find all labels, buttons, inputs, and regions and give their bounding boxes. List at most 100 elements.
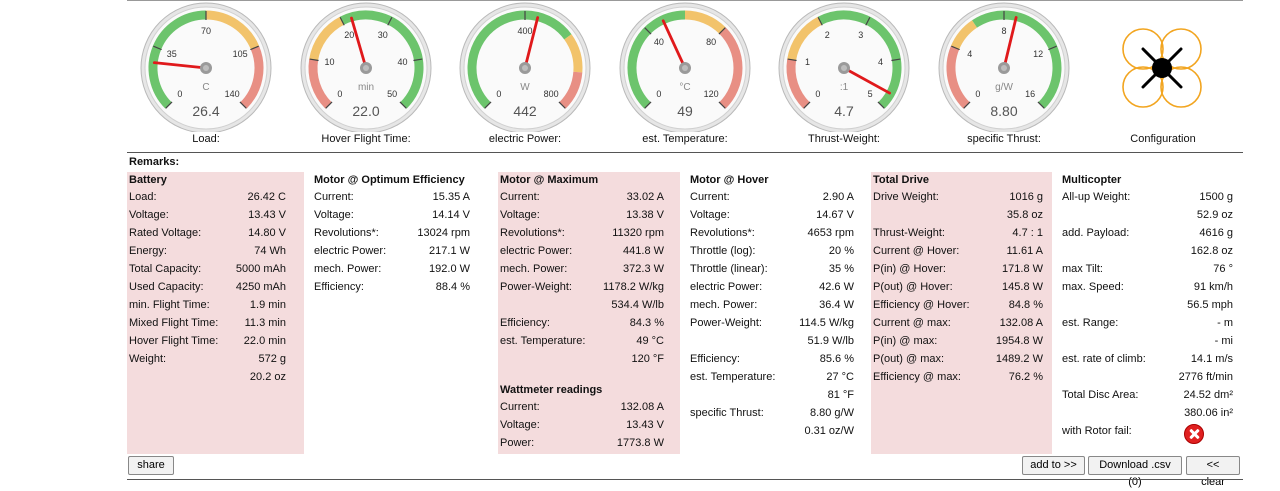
table-row: 0.31 oz/W [688,422,864,440]
share-button[interactable]: share [128,456,174,475]
gauge-dial: 0 35 70 105 140 C 26.4 [140,2,272,132]
gauge-band [950,20,978,50]
download-csv-button[interactable]: Download .csv (0) [1088,456,1182,488]
gauge-band [564,34,583,73]
gauge-tick-label: 0 [815,89,820,99]
table-row: electric Power: 217.1 W [312,242,490,260]
row-value: 1500 g [1199,191,1233,203]
gauge-value: 26.4 [192,103,219,119]
table-row: est. Temperature: 27 °C [688,368,864,386]
motor-optimum-panel: Motor @ Optimum Efficiency Current: 15.35… [312,172,490,454]
table-row: electric Power: 441.8 W [498,242,680,260]
table-row: Efficiency @ max: 76.2 % [871,368,1052,386]
gauge: 0 400 800 W 442 electric Power: [455,0,595,148]
row-value: 33.02 A [626,191,664,203]
row-value: 1954.8 W [995,335,1043,347]
table-row: Revolutions*: 11320 rpm [498,224,680,242]
row-value: 4250 mAh [235,281,286,293]
gauge-tick-label: 70 [201,26,211,36]
row-label: P(out) @ max: [873,353,945,365]
row-value: 114.5 W/kg [799,317,854,329]
row-value: 22.0 min [243,335,286,347]
gauge: 0 4 8 12 16 g/W 8.80 specific Thrust: [934,0,1074,148]
table-row: P(in) @ Hover: 171.8 W [871,260,1052,278]
add-to-button[interactable]: add to >> [1022,456,1085,475]
table-row: Efficiency: 85.6 % [688,350,864,368]
gauge-label: electric Power: [488,133,562,145]
row-label: Voltage: [500,419,540,431]
row-label: Efficiency @ max: [873,371,961,383]
row-value: 11.3 min [244,317,286,329]
gauge-value: 8.80 [990,103,1017,119]
row-value: 2776 ft/min [1178,371,1233,383]
gauge-band [205,10,260,50]
gauge-label: est. Temperature: [642,133,728,145]
row-value: 8.80 g/W [809,407,854,419]
row-value: 42.6 W [819,281,854,293]
table-row: Used Capacity: 4250 mAh [127,278,304,296]
gauge-band [972,10,1062,109]
row-value: 76 ° [1213,263,1233,275]
table-row: 56.5 mph [1060,296,1242,314]
row-label: Power: [500,437,535,449]
row-label: Throttle (log): [690,245,756,257]
row-label: P(in) @ max: [873,335,938,347]
row-label: Current: [500,191,540,203]
row-label: Current: [314,191,354,203]
row-label: Revolutions*: [500,227,565,239]
row-value: 1773.8 W [616,437,664,449]
wattmeter-title: Wattmeter readings [500,384,603,396]
gauge-unit: g/W [995,82,1013,93]
row-value: 13.43 V [626,419,664,431]
battery-title: Battery [129,174,167,186]
gauge-unit: min [358,82,374,93]
section-divider [127,152,1243,153]
table-row: mech. Power: 372.3 W [498,260,680,278]
row-label: Weight: [129,353,167,365]
row-label: Hover Flight Time: [129,335,219,347]
quadcopter-config-icon [1122,28,1202,108]
table-row: 35.8 oz [871,206,1052,224]
row-value: 13.38 V [626,209,664,221]
row-value: 13.43 V [248,209,286,221]
table-row: est. Range: - m [1060,314,1242,332]
row-label: Total Capacity: [129,263,202,275]
table-row: P(out) @ Hover: 145.8 W [871,278,1052,296]
row-value: 35 % [828,263,854,275]
row-label: Current: [500,401,540,413]
table-row: Total Capacity: 5000 mAh [127,260,304,278]
table-row: 380.06 in² [1060,404,1242,422]
table-row: est. rate of climb: 14.1 m/s [1060,350,1242,368]
row-label: electric Power: [314,245,387,257]
row-value: 24.52 dm² [1183,389,1233,401]
motor-maximum-panel: Motor @ Maximum Current: 33.02 A Voltage: 1… [498,172,680,454]
table-row: P(in) @ max: 1954.8 W [871,332,1052,350]
table-row: Load: 26.42 C [127,188,304,206]
gauge-unit: :1 [840,82,849,93]
total-drive-title: Total Drive [873,174,930,186]
gauge-band [786,59,810,109]
row-value: 81 °F [827,389,854,401]
table-row: 52.9 oz [1060,206,1242,224]
gauge-dial: 0 10 20 30 40 50 min 22.0 [300,2,432,132]
row-value: 84.8 % [1008,299,1043,311]
row-value: 14.14 V [432,209,470,221]
gauge-band [467,10,572,109]
battery-panel: Battery Load: 26.42 C Voltage: 13.43 V Rated… [127,172,304,454]
row-label: Used Capacity: [129,281,204,293]
gauge-needle [842,66,891,95]
table-row: Power-Weight: 1178.2 W/kg [498,278,680,296]
configuration-panel[interactable]: Configuration [1093,0,1233,148]
configuration-label: Configuration [1130,133,1196,145]
row-value: 0.31 oz/W [804,425,854,437]
row-label: Thrust-Weight: [873,227,945,239]
row-value: 1489.2 W [995,353,1043,365]
table-row: Revolutions*: 13024 rpm [312,224,490,242]
motor-maximum-title: Motor @ Maximum [500,174,599,186]
gauge-dial: 0 40 80 120 °C 49 [619,2,751,132]
gauge: 0 1 2 3 4 5:1 4.7 Thrust-Weight: [774,0,914,148]
gauge-label: Load: [192,133,220,145]
row-value: 1016 g [1009,191,1043,203]
row-value: 36.4 W [819,299,854,311]
clear-button[interactable]: << clear [1186,456,1240,488]
